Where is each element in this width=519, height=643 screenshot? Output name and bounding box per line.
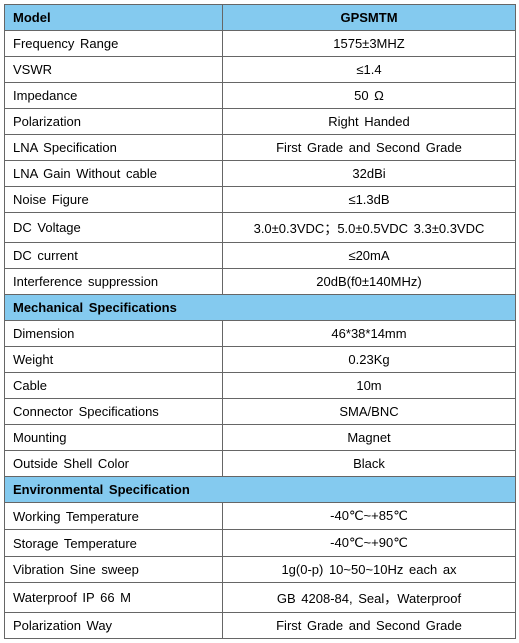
row-value: 32dBi [223, 161, 516, 187]
table-row: Noise Figure≤1.3dB [5, 187, 516, 213]
row-value: Magnet [223, 425, 516, 451]
row-label: Dimension [5, 321, 223, 347]
row-value: 0.23Kg [223, 347, 516, 373]
table-row: PolarizationRight Handed [5, 109, 516, 135]
row-value: Right Handed [223, 109, 516, 135]
spec-table-body: ModelGPSMTMFrequency Range1575±3MHZVSWR≤… [5, 5, 516, 639]
row-value: -40℃~+90℃ [223, 530, 516, 557]
row-label: DC Voltage [5, 213, 223, 243]
row-label: LNA Gain Without cable [5, 161, 223, 187]
table-row: Outside Shell ColorBlack [5, 451, 516, 477]
table-row: Impedance50 Ω [5, 83, 516, 109]
row-value: -40℃~+85℃ [223, 503, 516, 530]
row-label: Weight [5, 347, 223, 373]
row-value: ≤1.4 [223, 57, 516, 83]
section-row: Mechanical Specifications [5, 295, 516, 321]
row-label: VSWR [5, 57, 223, 83]
row-value: 3.0±0.3VDC；5.0±0.5VDC 3.3±0.3VDC [223, 213, 516, 243]
row-label: Polarization Way [5, 613, 223, 639]
row-value: 1575±3MHZ [223, 31, 516, 57]
table-row: Dimension46*38*14mm [5, 321, 516, 347]
table-row: Polarization WayFirst Grade and Second G… [5, 613, 516, 639]
table-row: MountingMagnet [5, 425, 516, 451]
table-row: Weight0.23Kg [5, 347, 516, 373]
row-value: ≤20mA [223, 243, 516, 269]
row-value: 1g(0-p) 10~50~10Hz each ax [223, 557, 516, 583]
row-value: GB 4208-84, Seal，Waterproof [223, 583, 516, 613]
row-value: SMA/BNC [223, 399, 516, 425]
row-value: Black [223, 451, 516, 477]
row-label: Cable [5, 373, 223, 399]
header-model: Model [5, 5, 223, 31]
table-row: Waterproof IP 66 MGB 4208-84, Seal，Water… [5, 583, 516, 613]
header-row: ModelGPSMTM [5, 5, 516, 31]
row-value: 10m [223, 373, 516, 399]
row-label: Connector Specifications [5, 399, 223, 425]
row-value: 20dB(f0±140MHz) [223, 269, 516, 295]
spec-table: ModelGPSMTMFrequency Range1575±3MHZVSWR≤… [4, 4, 516, 639]
table-row: Working Temperature-40℃~+85℃ [5, 503, 516, 530]
table-row: VSWR≤1.4 [5, 57, 516, 83]
section-row: Environmental Specification [5, 477, 516, 503]
row-label: Impedance [5, 83, 223, 109]
table-row: DC Voltage3.0±0.3VDC；5.0±0.5VDC 3.3±0.3V… [5, 213, 516, 243]
table-row: Storage Temperature-40℃~+90℃ [5, 530, 516, 557]
row-label: Working Temperature [5, 503, 223, 530]
row-label: LNA Specification [5, 135, 223, 161]
row-label: Frequency Range [5, 31, 223, 57]
row-value: ≤1.3dB [223, 187, 516, 213]
table-row: LNA SpecificationFirst Grade and Second … [5, 135, 516, 161]
row-label: Vibration Sine sweep [5, 557, 223, 583]
row-value: 46*38*14mm [223, 321, 516, 347]
row-label: Interference suppression [5, 269, 223, 295]
section-title: Mechanical Specifications [5, 295, 516, 321]
header-product: GPSMTM [223, 5, 516, 31]
row-label: Polarization [5, 109, 223, 135]
section-title: Environmental Specification [5, 477, 516, 503]
row-label: Noise Figure [5, 187, 223, 213]
row-label: Mounting [5, 425, 223, 451]
row-value: First Grade and Second Grade [223, 135, 516, 161]
row-label: Waterproof IP 66 M [5, 583, 223, 613]
table-row: Cable10m [5, 373, 516, 399]
row-value: First Grade and Second Grade [223, 613, 516, 639]
row-label: Outside Shell Color [5, 451, 223, 477]
row-label: DC current [5, 243, 223, 269]
table-row: Connector SpecificationsSMA/BNC [5, 399, 516, 425]
table-row: LNA Gain Without cable32dBi [5, 161, 516, 187]
table-row: Interference suppression20dB(f0±140MHz) [5, 269, 516, 295]
row-value: 50 Ω [223, 83, 516, 109]
table-row: Vibration Sine sweep1g(0-p) 10~50~10Hz e… [5, 557, 516, 583]
table-row: Frequency Range1575±3MHZ [5, 31, 516, 57]
row-label: Storage Temperature [5, 530, 223, 557]
table-row: DC current≤20mA [5, 243, 516, 269]
